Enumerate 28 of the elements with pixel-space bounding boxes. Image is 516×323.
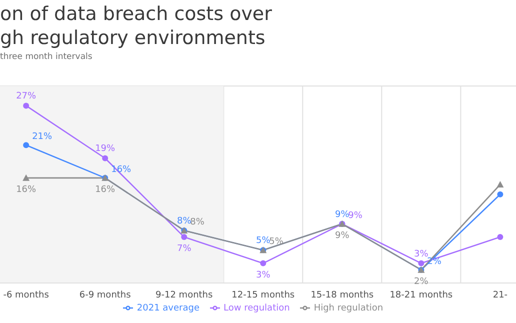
data-label: 9% [335,230,350,241]
data-label: 3% [414,249,429,260]
data-label: 27% [16,92,37,102]
x-tick-label: 6-9 months [79,290,132,300]
legend-label: Low regulation [224,303,290,314]
data-label: 5% [269,237,284,248]
data-label: 9% [335,210,350,220]
legend-label: 2021 average [136,303,200,314]
x-tick-label: 15-18 months [310,290,374,300]
x-tick-label: 12-15 months [232,290,295,300]
data-label: 8% [190,217,205,228]
data-label: 3% [256,270,271,280]
legend-label: High regulation [314,303,384,314]
chart-subtitle: three month intervals [0,52,92,62]
data-label: 8% [176,216,192,226]
x-tick-label: 21- [492,290,508,300]
data-label: 19% [95,144,116,154]
data-label: 9% [348,210,363,221]
data-label: 7% [176,244,192,254]
data-label: 21% [32,132,53,142]
x-tick-label: -6 months [3,290,50,300]
data-label: 16% [16,184,37,195]
data-label: 5% [256,236,271,246]
data-label: 16% [95,184,116,195]
chart-title: on of data breach costs over gh regulatory environments [0,2,273,50]
x-tick-label: 18-21 months [390,290,453,300]
data-label: 2% [414,276,429,287]
x-tick-label: 9-12 months [156,290,214,300]
